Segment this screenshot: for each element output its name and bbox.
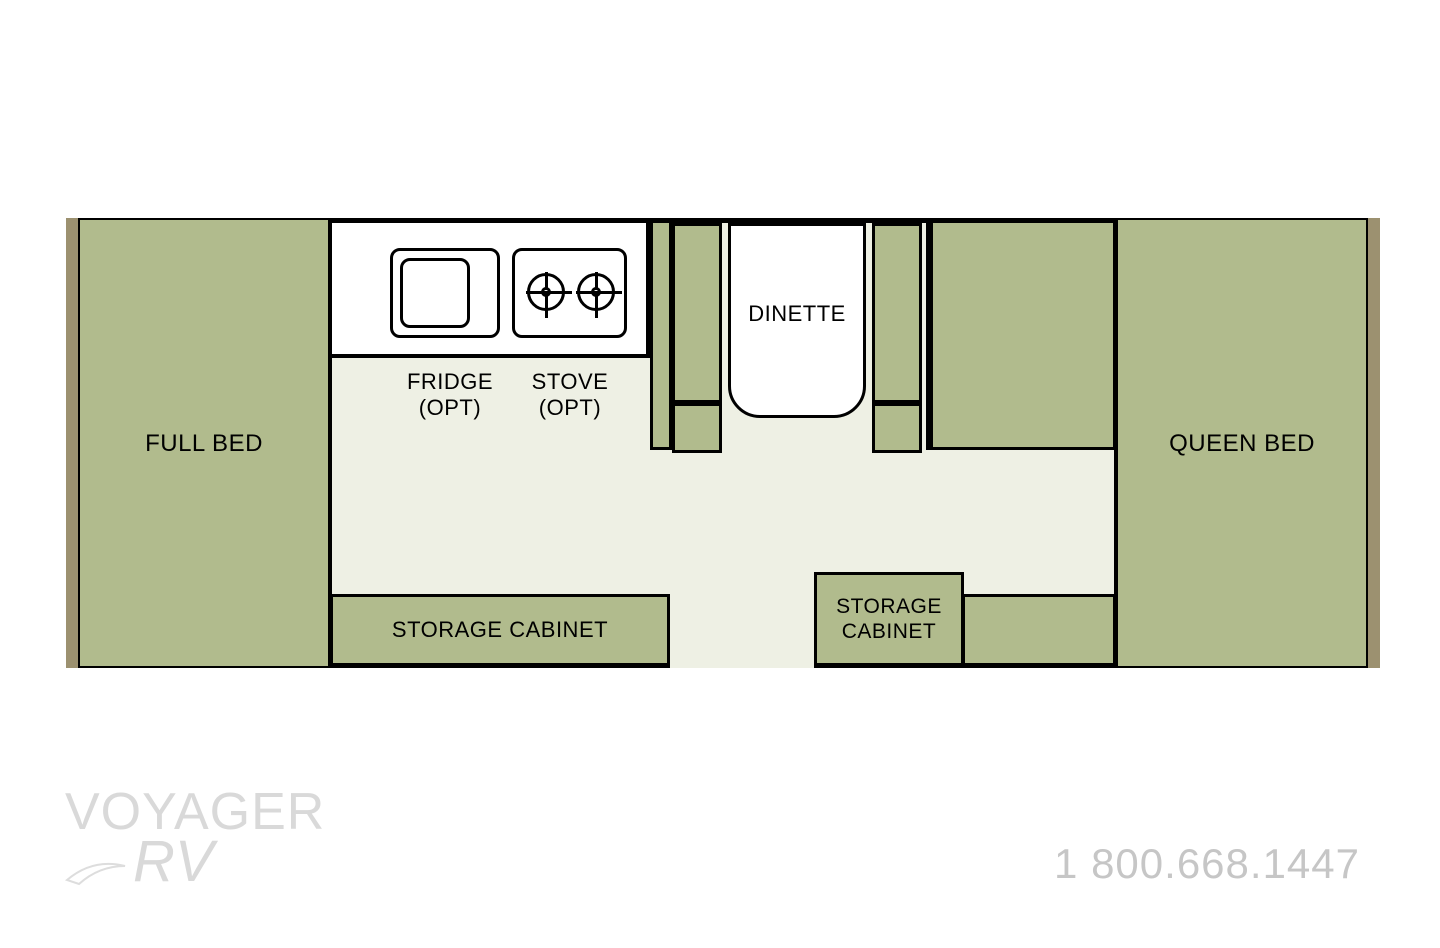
trim-left-outer — [66, 218, 78, 668]
partition-wall — [650, 218, 672, 450]
dinette: DINETTE — [672, 218, 922, 448]
lower-right-cabinet — [962, 594, 1116, 668]
stove-icon — [512, 248, 627, 338]
kitchen-counter — [332, 218, 650, 358]
dinette-label: DINETTE — [731, 301, 863, 327]
fridge-label: FRIDGE(OPT) — [390, 369, 510, 421]
stove-label: STOVE(OPT) — [510, 369, 630, 421]
door-opening — [670, 663, 816, 668]
logo-line2: RV — [65, 836, 325, 888]
floorplan: FULL BED QUEEN BED FRIDGE(OPT) STOVE(OPT… — [78, 218, 1368, 668]
dinette-cushion-right — [872, 403, 922, 453]
storage-cabinet-right: STORAGE CABINET — [814, 572, 964, 668]
full-bed: FULL BED — [78, 218, 330, 668]
main-cabin: FRIDGE(OPT) STOVE(OPT) DINETTE STORAGE C… — [330, 218, 1116, 668]
queen-bed: QUEEN BED — [1116, 218, 1368, 668]
storage-cabinet-left: STORAGE CABINET — [330, 594, 670, 668]
storage-left-label: STORAGE CABINET — [392, 617, 608, 643]
phone-number: 1 800.668.1447 — [1054, 840, 1360, 888]
dinette-table: DINETTE — [728, 223, 866, 418]
storage-right-label: STORAGE CABINET — [836, 594, 942, 644]
full-bed-label: FULL BED — [80, 430, 328, 458]
dinette-seat-left — [672, 223, 722, 403]
dinette-cushion-left — [672, 403, 722, 453]
voyager-rv-logo: VOYAGER RV — [65, 789, 325, 888]
queen-bed-label: QUEEN BED — [1118, 430, 1366, 458]
upper-right-cabinet — [930, 218, 1116, 450]
swoosh-icon — [65, 850, 127, 886]
sink-icon — [390, 248, 500, 338]
dinette-seat-right — [872, 223, 922, 403]
trim-right-outer — [1368, 218, 1380, 668]
